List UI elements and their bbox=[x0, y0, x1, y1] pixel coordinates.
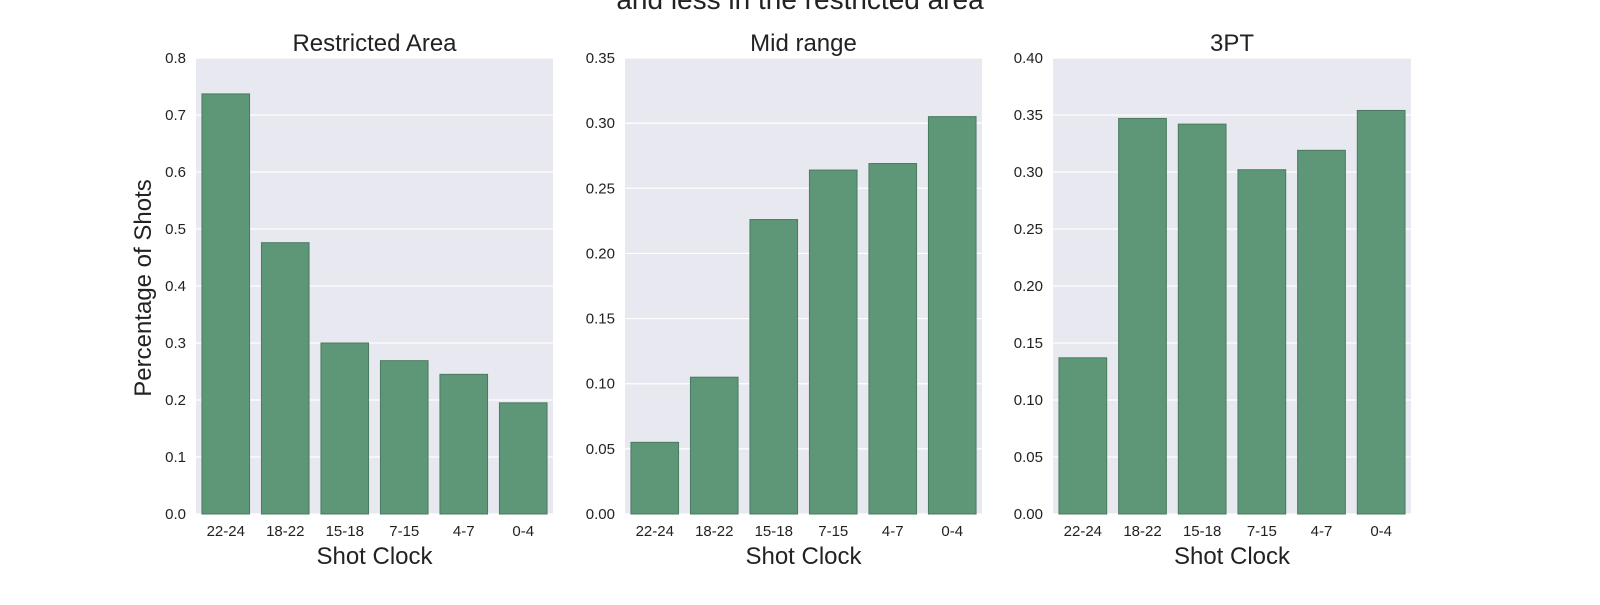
x-tick-label: 18-22 bbox=[695, 523, 733, 540]
y-tick-label: 0.40 bbox=[1014, 50, 1043, 67]
x-tick-label: 0-4 bbox=[512, 523, 534, 540]
y-tick-label: 0.20 bbox=[1014, 278, 1043, 295]
x-tick-label: 0-4 bbox=[941, 523, 963, 540]
bar-4-7 bbox=[439, 373, 489, 515]
y-tick-label: 0.10 bbox=[1014, 392, 1043, 409]
bar-22-24 bbox=[201, 93, 251, 515]
bar-0-4 bbox=[498, 402, 548, 515]
x-tick-label: 0-4 bbox=[1370, 523, 1392, 540]
x-tick-label: 15-18 bbox=[1183, 523, 1221, 540]
y-tick-label: 0.4 bbox=[165, 278, 186, 295]
y-tick-label: 0.25 bbox=[1014, 221, 1043, 238]
chart-panel-3: 0.00 0.05 0.10 0.15 0.20 0.25 0.30 0.35 0.40 22-2… bbox=[1014, 30, 1411, 570]
x-tick-label: 22-24 bbox=[636, 523, 674, 540]
y-tick-label: 0.5 bbox=[165, 221, 186, 238]
y-tick-label: 0.30 bbox=[1014, 164, 1043, 181]
x-tick-label: 15-18 bbox=[326, 523, 364, 540]
bar-18-22 bbox=[1118, 117, 1167, 515]
y-tick-label: 0.10 bbox=[586, 376, 615, 393]
panel-title: Mid range bbox=[750, 30, 857, 57]
bar-15-18 bbox=[1177, 123, 1227, 515]
x-axis-label: Shot Clock bbox=[316, 543, 433, 570]
y-tick-label: 0.3 bbox=[165, 335, 186, 352]
y-tick-label: 0.7 bbox=[165, 107, 186, 124]
y-tick-label: 0.35 bbox=[586, 50, 615, 67]
chart-panel-1: 0.0 0.1 0.2 0.3 0.4 0.5 0.6 0.7 0.8 22-24 18-22 15-… bbox=[130, 30, 553, 570]
bar-4-7 bbox=[868, 163, 918, 515]
x-tick-label: 22-24 bbox=[207, 523, 245, 540]
bar-7-15 bbox=[1237, 169, 1287, 515]
figure-suptitle: and less in the restricted area bbox=[0, 0, 1600, 16]
panel-title: Restricted Area bbox=[292, 30, 457, 57]
bar-7-15 bbox=[379, 360, 429, 515]
y-tick-label: 0.25 bbox=[586, 180, 615, 197]
x-tick-label: 15-18 bbox=[755, 523, 793, 540]
bar-4-7 bbox=[1297, 149, 1346, 515]
x-axis-label: Shot Clock bbox=[745, 543, 862, 570]
y-tick-label: 0.05 bbox=[586, 441, 615, 458]
x-tick-label: 18-22 bbox=[266, 523, 304, 540]
y-axis-label: Percentage of Shots bbox=[130, 179, 157, 396]
bar-22-24 bbox=[630, 441, 680, 515]
y-tick-label: 0.6 bbox=[165, 164, 186, 181]
x-tick-label: 7-15 bbox=[1247, 523, 1277, 540]
bar-7-15 bbox=[808, 169, 858, 515]
y-tick-label: 0.20 bbox=[586, 245, 615, 262]
y-tick-label: 0.00 bbox=[1014, 506, 1043, 523]
y-tick-label: 0.15 bbox=[1014, 335, 1043, 352]
y-tick-label: 0.35 bbox=[1014, 107, 1043, 124]
y-tick-label: 0.00 bbox=[586, 506, 615, 523]
x-tick-label: 7-15 bbox=[389, 523, 419, 540]
bar-22-24 bbox=[1058, 357, 1108, 515]
x-tick-label: 22-24 bbox=[1064, 523, 1102, 540]
x-tick-label: 18-22 bbox=[1123, 523, 1161, 540]
x-tick-label: 7-15 bbox=[818, 523, 848, 540]
y-tick-label: 0.0 bbox=[165, 506, 186, 523]
bar-15-18 bbox=[749, 219, 799, 515]
x-tick-label: 4-7 bbox=[1311, 523, 1333, 540]
y-tick-label: 0.2 bbox=[165, 392, 186, 409]
panel-title: 3PT bbox=[1210, 30, 1254, 57]
plot-area bbox=[625, 58, 982, 514]
x-tick-label: 4-7 bbox=[882, 523, 904, 540]
chart-panel-2: 0.00 0.05 0.10 0.15 0.20 0.25 0.30 0.35 22-24 18-… bbox=[586, 30, 982, 570]
y-tick-label: 0.8 bbox=[165, 50, 186, 67]
y-tick-label: 0.05 bbox=[1014, 449, 1043, 466]
bar-18-22 bbox=[260, 242, 310, 515]
x-tick-label: 4-7 bbox=[453, 523, 475, 540]
bar-15-18 bbox=[320, 342, 370, 515]
bar-0-4 bbox=[927, 116, 977, 515]
x-axis-label: Shot Clock bbox=[1174, 543, 1291, 570]
y-tick-label: 0.15 bbox=[586, 311, 615, 328]
bar-0-4 bbox=[1356, 109, 1406, 515]
y-tick-label: 0.1 bbox=[165, 449, 186, 466]
bar-18-22 bbox=[689, 376, 739, 515]
y-tick-label: 0.30 bbox=[586, 115, 615, 132]
